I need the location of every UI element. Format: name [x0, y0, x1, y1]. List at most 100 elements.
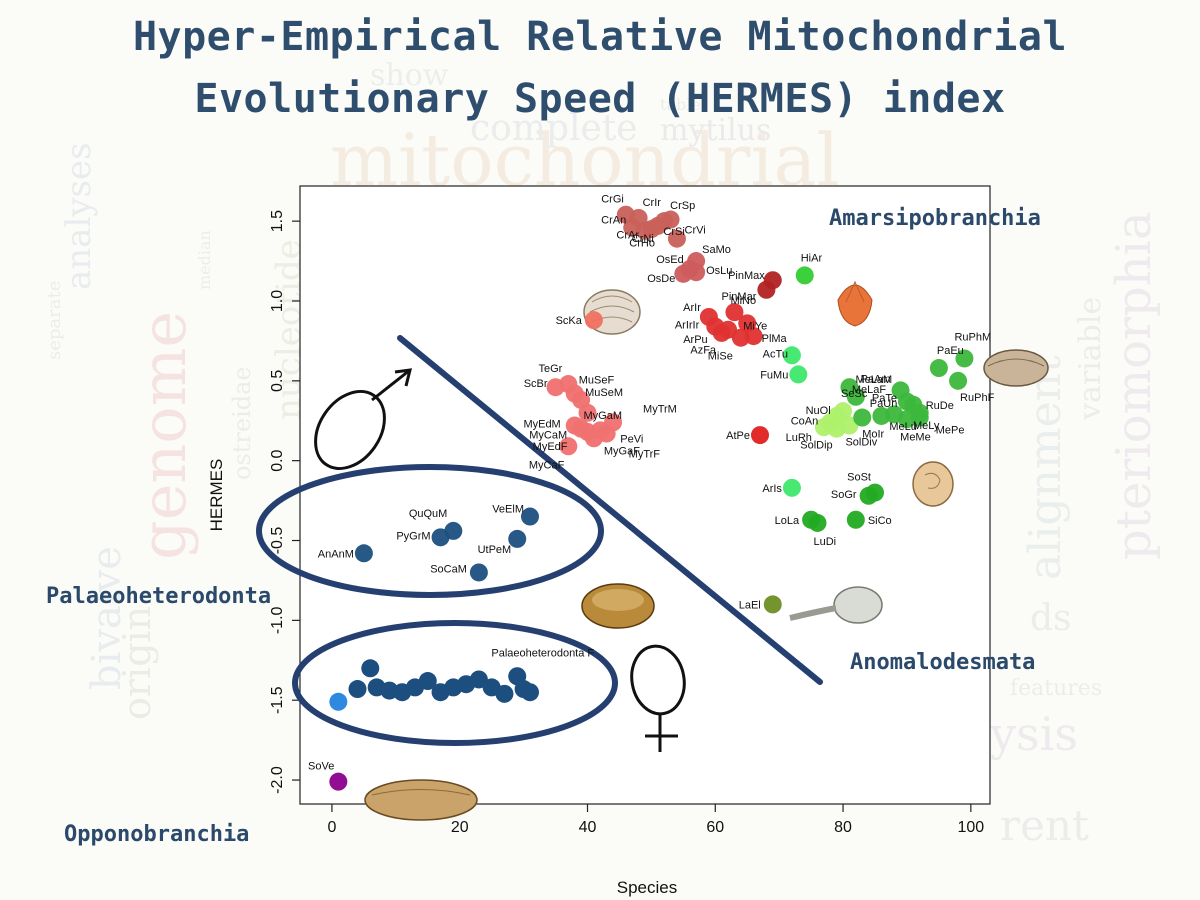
bg-word: pteriomorphia [1106, 211, 1162, 560]
point-label: PaAm [861, 373, 891, 385]
point-label: RuPhF [960, 392, 995, 404]
data-point [910, 408, 929, 427]
data-point [782, 346, 801, 365]
point-label: MeLu [889, 421, 917, 433]
data-point [846, 510, 865, 529]
point-label: MuSeM [585, 387, 623, 399]
point-label: SolDiv [845, 437, 877, 449]
page-title-line-2: Evolutionary Speed (HERMES) index [194, 76, 1006, 122]
male-symbol-icon [314, 368, 412, 470]
x-axis-title: Species [617, 878, 677, 897]
point-label: AtPe [726, 430, 750, 442]
point-label: TeGr [538, 363, 562, 375]
point-label: CrAn [601, 215, 626, 227]
data-point [348, 680, 367, 699]
point-label: CrSi [663, 226, 684, 238]
palaeoheterodonta-m-ellipse [256, 464, 604, 598]
data-point [667, 229, 686, 248]
point-label: CrVi [685, 225, 706, 237]
point-label: NuOl [806, 405, 831, 417]
axes: 0 20 40 60 80 100 -2.0 -1.5 -1.0 -0.5 0.0 0.5 1.0 1.5… [207, 210, 984, 897]
clam-shell-icon [983, 349, 1049, 387]
point-label: MyTrM [643, 403, 677, 415]
point-label: MeLaF [852, 384, 887, 396]
data-point [795, 266, 814, 285]
point-label: MyGaF [604, 445, 640, 457]
data-point [751, 426, 769, 445]
point-label: AnAnM [318, 548, 354, 560]
bg-word: alignment [1020, 355, 1071, 580]
data-point [329, 692, 348, 711]
point-label: MyCaF [529, 459, 565, 471]
point-label: RuPhM [954, 331, 991, 343]
point-label: ArIrIr [675, 320, 700, 332]
x-tick-label: 20 [451, 819, 469, 836]
bg-word: rent [1000, 801, 1089, 850]
point-label: PeVi [620, 433, 643, 445]
point-label: MyTrF [629, 449, 661, 461]
x-tick-label: 40 [579, 819, 597, 836]
data-point [789, 365, 808, 384]
point-label: FuMu [760, 369, 788, 381]
point-label: PaUn [870, 398, 898, 410]
data-point [846, 387, 865, 406]
y-tick-label: -0.5 [269, 527, 286, 555]
point-label: OsLu [706, 265, 732, 277]
snail-shell-icon [912, 461, 954, 507]
y-tick-label: 0.5 [269, 370, 286, 392]
bg-word: mytilus [660, 113, 771, 148]
point-label: MyEdM [523, 419, 560, 431]
point-label: LuRh [786, 432, 812, 444]
bg-word: separate [44, 281, 65, 360]
bg-word: ds [1030, 598, 1072, 639]
data-points [329, 205, 974, 791]
y-tick-label: 1.5 [269, 210, 286, 232]
point-label: QuQuM [409, 508, 448, 520]
x-tick-label: 60 [706, 819, 724, 836]
bg-word: variable [1073, 297, 1108, 421]
point-label: PaTe [872, 393, 897, 405]
point-label: MiNo [730, 295, 756, 307]
data-point [521, 683, 539, 702]
point-label: CrHo [629, 238, 655, 250]
bg-word: origin [115, 606, 159, 720]
palaeoheterodonta-f-ellipse [292, 620, 618, 746]
y-tick-label: 0.0 [269, 449, 286, 471]
point-label: ScBr [524, 378, 548, 390]
point-label: SeSc [841, 388, 868, 400]
point-label: MyGaM [584, 410, 623, 422]
point-label: PinMar [722, 291, 757, 303]
bg-word: table [660, 95, 701, 114]
scallop-shell-icon [837, 280, 873, 327]
point-label: MeMe [900, 431, 931, 443]
page-title-line-1: Hyper-Empirical Relative Mitochondrial [132, 14, 1068, 60]
data-point [949, 371, 968, 390]
data-point [853, 408, 872, 427]
point-label: MyEdF [533, 441, 568, 453]
data-point [885, 405, 904, 424]
y-tick-label: -1.5 [269, 686, 286, 714]
point-label: OsEd [656, 254, 684, 266]
bg-word: show [370, 58, 449, 93]
data-point [955, 349, 974, 368]
ship-worm-shell-icon [789, 586, 883, 624]
y-tick-label: -1.0 [269, 606, 286, 634]
point-label: MeLy [913, 420, 940, 432]
razor-shell-icon [364, 779, 478, 821]
annotation-label: Palaeoheterodonta F [491, 647, 594, 659]
point-label: SoCaM [430, 563, 467, 575]
bg-word: median [195, 230, 214, 290]
y-tick-label: -2.0 [269, 766, 286, 794]
bg-word: features [1010, 676, 1102, 701]
point-label: PyGrM [396, 530, 430, 542]
point-label: SoGr [831, 489, 857, 501]
data-point [584, 429, 603, 448]
data-point [584, 311, 603, 330]
data-point [757, 280, 776, 299]
point-label: LuDi [814, 536, 837, 548]
group-label-palaeoheterodonta: Palaeoheterodonta [46, 584, 272, 609]
point-label: SiCo [868, 515, 892, 527]
group-label-opponobranchia: Opponobranchia [64, 822, 250, 847]
point-label: AzFa [690, 345, 717, 357]
